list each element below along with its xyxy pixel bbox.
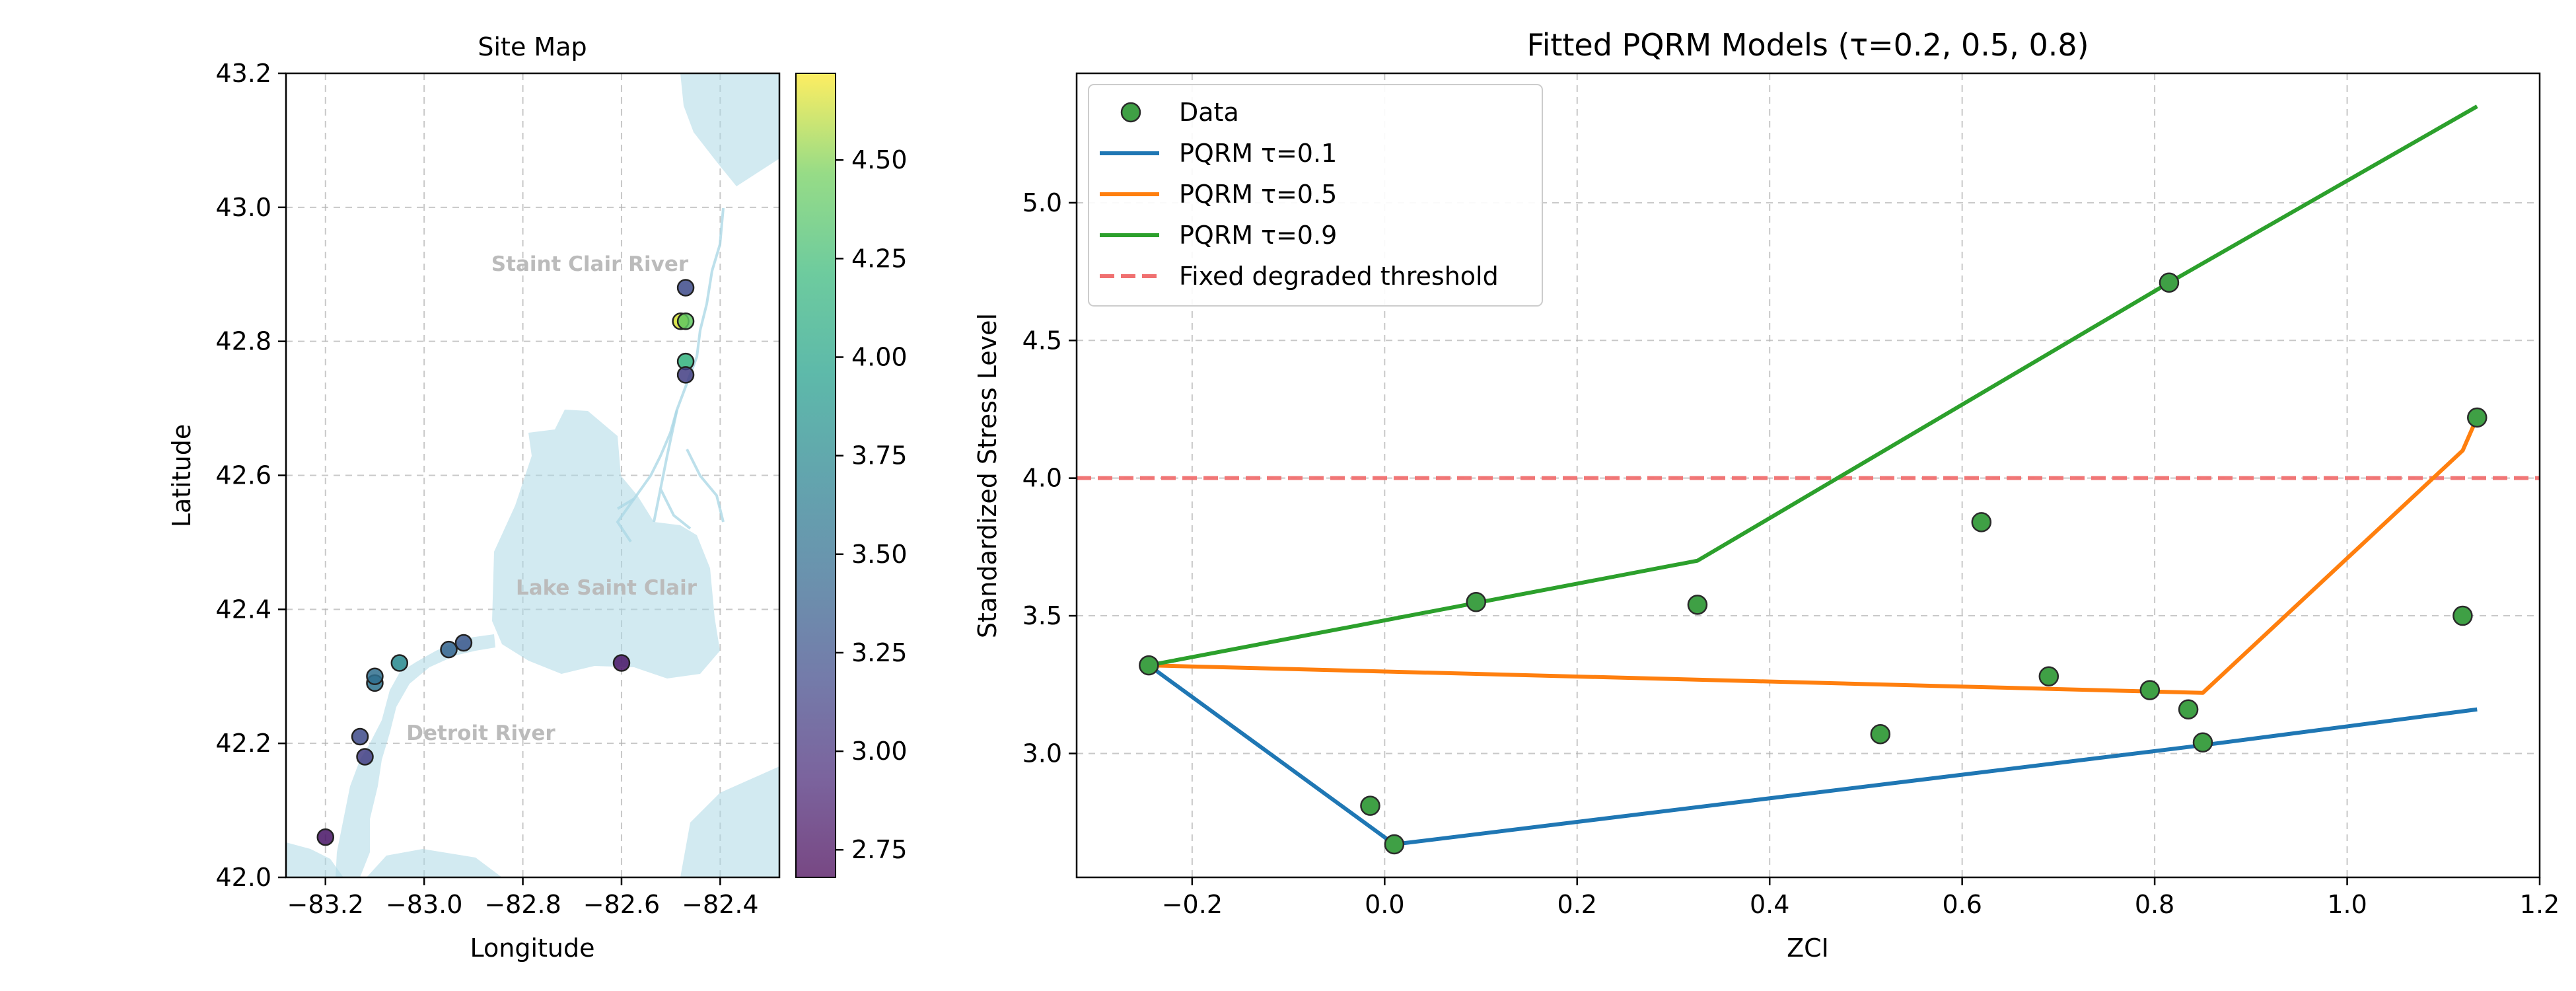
data-point [2192,732,2213,753]
site-point [676,279,695,297]
pqrm-y-ticks: 3.0 3.5 4.0 4.5 5.0 [1022,188,1077,768]
colorbar-ticks: 2.75 3.00 3.25 3.50 3.75 4.00 4.25 4.50 [836,145,908,864]
data-point [1360,795,1380,816]
site-point [351,727,369,746]
pqrm-y-axis-label: Standardized Stress Level [973,313,1002,638]
series-line-tau-05 [1149,416,2480,695]
map-x-tick-label: −83.0 [386,890,462,919]
colorbar-tick-label: 3.75 [851,441,908,470]
map-x-ticks: −83.2 −83.0 −82.8 −82.6 −82.4 [287,877,759,919]
data-point [1870,724,1891,745]
pqrm-x-tick-label: 1.0 [2327,890,2367,919]
map-x-axis-label: Longitude [470,934,595,963]
lake-saint-clair-shape [492,410,720,679]
legend-label-tau-09: PQRM τ=0.9 [1179,221,1337,250]
colorbar-tick-label: 3.00 [851,737,908,766]
map-x-tick-label: −82.8 [484,890,561,919]
site-point [612,654,631,672]
pqrm-x-tick-label: −0.2 [1162,890,1223,919]
legend: Data PQRM τ=0.1 PQRM τ=0.5 PQRM τ=0.9 Fi… [1088,84,1543,307]
pqrm-x-tick-label: 0.2 [1557,890,1597,919]
pqrm-x-axis-label: ZCI [1787,934,1829,963]
pqrm-panel: Fitted PQRM Models (τ=0.2, 0.5, 0.8) −0.… [973,27,2559,963]
map-y-tick-label: 42.0 [215,863,271,892]
map-y-tick-label: 43.2 [215,59,271,88]
site-point [316,828,335,846]
pqrm-y-tick-label: 5.0 [1022,188,1062,217]
map-y-tick-label: 42.8 [215,327,271,356]
data-point [2452,605,2473,626]
pqrm-y-tick-label: 3.5 [1022,601,1062,630]
data-point [2467,407,2487,428]
pqrm-y-tick-label: 4.5 [1022,326,1062,355]
map-x-tick-label: −83.2 [287,890,364,919]
site-point [356,748,374,766]
map-y-tick-label: 42.4 [215,595,271,624]
lake-huron-north [680,73,779,186]
series-line-tau-09 [1148,104,2478,668]
pqrm-x-tick-label: 0.6 [1942,890,1982,919]
map-y-ticks: 42.0 42.2 42.4 42.6 42.8 43.0 43.2 [215,59,286,892]
pqrm-y-tick-label: 3.0 [1022,739,1062,768]
data-points [1139,272,2487,855]
colorbar-tick-label: 3.50 [851,540,908,569]
data-point [2159,272,2180,293]
lake-erie-east [680,766,779,877]
map-title: Site Map [478,32,587,61]
series-line-tau-01 [1147,663,2478,846]
pqrm-y-tick-label: 4.0 [1022,464,1062,493]
colorbar-tick-label: 2.75 [851,835,908,864]
site-map-panel: Site Map Staint Clair River Lake Saint C… [167,32,781,963]
site-points [316,279,695,846]
pqrm-x-tick-label: 1.2 [2520,890,2559,919]
data-point [2038,666,2059,686]
data-point [2178,699,2199,720]
site-point [676,312,695,330]
data-point [1971,512,1992,532]
legend-label-data: Data [1179,98,1239,127]
map-y-tick-label: 42.6 [215,461,271,490]
pqrm-series [1147,104,2480,846]
pqrm-x-ticks: −0.2 0.0 0.2 0.4 0.6 0.8 1.0 1.2 [1162,877,2559,919]
data-point [1139,655,1159,676]
site-point [454,634,473,652]
colorbar-tick-label: 4.50 [851,145,908,174]
data-point [1384,834,1405,855]
river-delta-channels [616,409,725,543]
pqrm-x-tick-label: 0.0 [1365,890,1404,919]
map-x-tick-label: −82.6 [583,890,660,919]
colorbar-tick-label: 4.00 [851,343,908,372]
colorbar-tick-label: 4.25 [851,244,908,273]
map-y-axis-label: Latitude [167,424,196,527]
pqrm-x-tick-label: 0.8 [2135,890,2174,919]
map-y-tick-label: 42.2 [215,729,271,758]
annotation-saint-clair-river: Staint Clair River [491,252,689,276]
map-x-tick-label: −82.4 [682,890,758,919]
site-point [390,654,409,672]
annotation-detroit-river: Detroit River [406,721,555,745]
legend-box [1088,84,1543,307]
annotation-lake-saint-clair: Lake Saint Clair [516,576,698,600]
data-point [1687,595,1708,615]
legend-marker-data [1120,102,1141,123]
site-point [366,667,384,685]
colorbar-tick-label: 3.25 [851,638,908,667]
legend-label-threshold: Fixed degraded threshold [1179,262,1499,291]
data-point [2139,680,2161,700]
map-y-tick-label: 43.0 [215,193,271,222]
pqrm-title: Fitted PQRM Models (τ=0.2, 0.5, 0.8) [1526,27,2089,63]
site-point [676,366,695,384]
colorbar-gradient [795,73,836,878]
map-gridlines [286,73,779,877]
site-point [440,640,458,659]
lake-erie-south-west [286,842,343,877]
data-point [1466,591,1487,612]
lake-erie-south [367,849,502,877]
legend-label-tau-05: PQRM τ=0.5 [1179,180,1337,209]
pqrm-x-tick-label: 0.4 [1750,890,1789,919]
colorbar: 2.75 3.00 3.25 3.50 3.75 4.00 4.25 4.50 [795,73,908,878]
legend-label-tau-01: PQRM τ=0.1 [1179,139,1337,168]
pqrm-axes-frame [1075,72,2541,879]
